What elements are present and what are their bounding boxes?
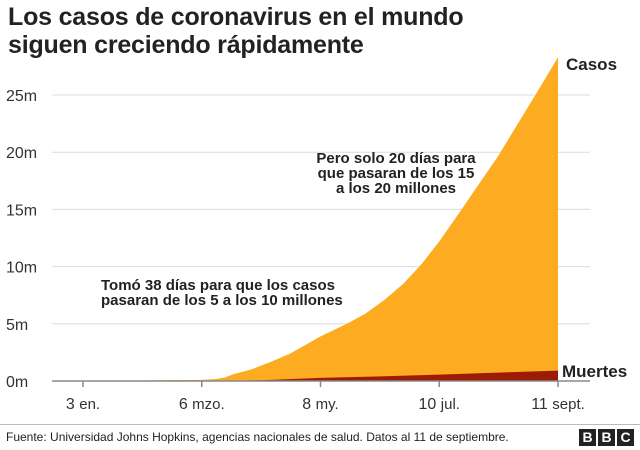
x-tick-label: 8 my. (302, 396, 338, 413)
series-label-casos: Casos (566, 55, 617, 74)
x-tick-label: 6 mzo. (179, 396, 225, 413)
title-line-2: siguen creciendo rápidamente (8, 31, 364, 59)
y-tick-label: 10m (6, 260, 37, 277)
annotation-5-to-10m: Tomó 38 días para que los casos (101, 277, 335, 294)
area-chart: 0m 5m 10m 15m 20m 25m 3 en. 6 mzo. 8 my. 10 jul. 1… (6, 55, 627, 413)
y-tick-label: 15m (6, 202, 37, 219)
annotation-15-to-20m: a los 20 millones (336, 180, 456, 197)
title-line-1: Los casos de coronavirus en el mundo (8, 3, 464, 31)
y-tick-label: 0m (6, 374, 28, 391)
annotation-5-to-10m: pasaran de los 5 a los 10 millones (101, 292, 343, 309)
source-note: Fuente: Universidad Johns Hopkins, agenc… (6, 430, 509, 444)
x-tick-label: 3 en. (66, 396, 100, 413)
series-area-casos (83, 57, 558, 381)
annotation-15-to-20m: que pasaran de los 15 (318, 165, 475, 182)
y-tick-label: 25m (6, 88, 37, 105)
y-tick-label: 20m (6, 145, 37, 162)
x-tick-label: 10 jul. (419, 396, 460, 413)
chart-title: Los casos de coronavirus en el mundo sig… (8, 3, 464, 59)
footer-divider (0, 424, 640, 425)
series-area-muertes (83, 370, 558, 381)
series-label-muertes: Muertes (562, 362, 627, 381)
x-tick-label: 11 sept. (531, 396, 585, 413)
y-tick-label: 5m (6, 317, 28, 334)
annotation-15-to-20m: Pero solo 20 días para (316, 150, 476, 167)
